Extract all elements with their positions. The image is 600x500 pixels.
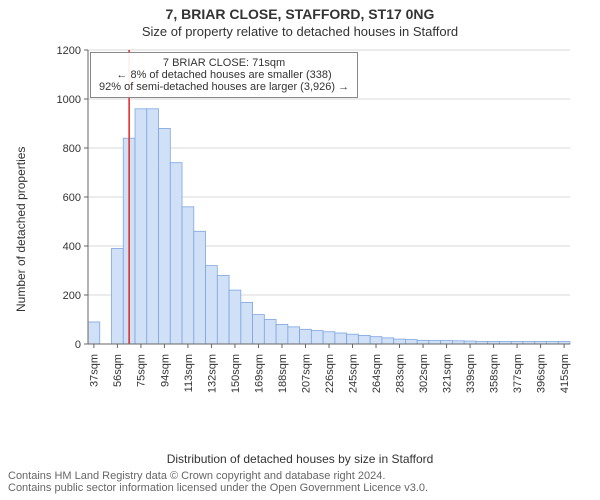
svg-text:283sqm: 283sqm: [394, 354, 406, 393]
chart-container: { "title": "7, BRIAR CLOSE, STAFFORD, ST…: [0, 0, 600, 500]
svg-text:94sqm: 94sqm: [159, 354, 171, 387]
svg-text:415sqm: 415sqm: [559, 354, 571, 393]
svg-text:600: 600: [63, 192, 81, 204]
svg-text:377sqm: 377sqm: [512, 354, 524, 393]
footer-line-1: Contains HM Land Registry data © Crown c…: [8, 470, 428, 482]
svg-text:302sqm: 302sqm: [418, 354, 430, 393]
y-axis-label: Number of detached properties: [14, 147, 28, 312]
svg-text:339sqm: 339sqm: [465, 354, 477, 393]
svg-text:56sqm: 56sqm: [112, 354, 124, 387]
svg-text:321sqm: 321sqm: [441, 354, 453, 393]
footer-line-2: Contains public sector information licen…: [8, 482, 428, 494]
svg-text:226sqm: 226sqm: [324, 354, 336, 393]
svg-text:245sqm: 245sqm: [347, 354, 359, 393]
svg-text:75sqm: 75sqm: [136, 354, 148, 387]
svg-text:396sqm: 396sqm: [535, 354, 547, 393]
svg-text:264sqm: 264sqm: [371, 354, 383, 393]
svg-text:0: 0: [75, 339, 81, 351]
annotation-line: ← 8% of detached houses are smaller (338…: [99, 69, 349, 81]
footer-attribution: Contains HM Land Registry data © Crown c…: [8, 470, 428, 494]
svg-text:358sqm: 358sqm: [488, 354, 500, 393]
svg-text:207sqm: 207sqm: [300, 354, 312, 393]
chart-title: 7, BRIAR CLOSE, STAFFORD, ST17 0NG: [0, 6, 600, 22]
svg-text:400: 400: [63, 241, 81, 253]
svg-text:132sqm: 132sqm: [206, 354, 218, 393]
svg-text:113sqm: 113sqm: [183, 354, 195, 392]
svg-text:188sqm: 188sqm: [277, 354, 289, 393]
svg-text:200: 200: [63, 290, 81, 302]
svg-text:37sqm: 37sqm: [89, 354, 101, 387]
svg-text:1200: 1200: [57, 45, 81, 57]
annotation-line: 92% of semi-detached houses are larger (…: [99, 81, 349, 93]
svg-text:169sqm: 169sqm: [253, 354, 265, 393]
chart-subtitle: Size of property relative to detached ho…: [0, 24, 600, 39]
svg-text:800: 800: [63, 143, 81, 155]
annotation-box: 7 BRIAR CLOSE: 71sqm← 8% of detached hou…: [90, 52, 358, 98]
svg-text:150sqm: 150sqm: [230, 354, 242, 393]
svg-text:1000: 1000: [57, 94, 81, 106]
x-axis-label: Distribution of detached houses by size …: [0, 452, 600, 466]
annotation-line: 7 BRIAR CLOSE: 71sqm: [99, 57, 349, 69]
